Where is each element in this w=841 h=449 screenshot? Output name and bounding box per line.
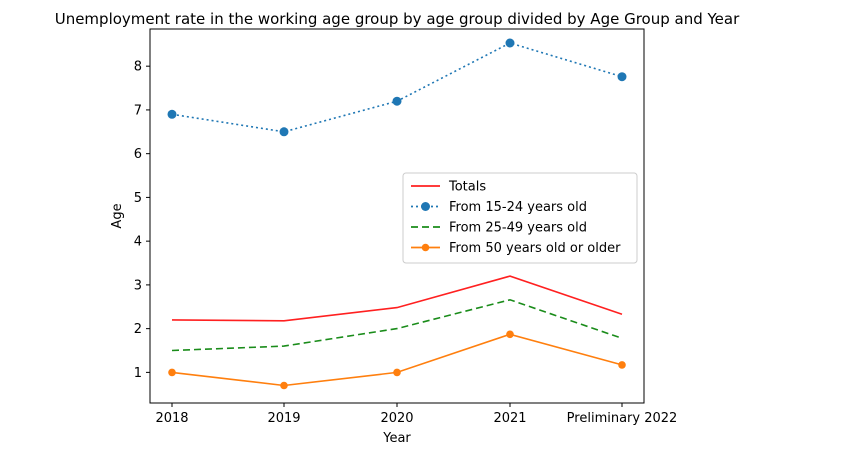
data-point (618, 361, 626, 369)
data-point (168, 368, 176, 377)
legend-item: Totals (411, 180, 486, 195)
y-tick-label: 3 (134, 278, 142, 293)
data-point (506, 330, 514, 339)
data-point (617, 72, 627, 82)
legend-label: From 15-24 years old (449, 200, 587, 215)
series-layer (167, 38, 627, 390)
series-4 (168, 330, 626, 390)
x-tick-label: 2021 (493, 411, 526, 426)
legend-label: From 50 years old or older (449, 241, 621, 256)
legend-marker (421, 243, 430, 252)
series-line (171, 275, 623, 322)
data-point (392, 96, 402, 106)
y-tick-label: 2 (134, 322, 142, 337)
x-tick-label: 2018 (155, 411, 188, 426)
legend-box (402, 172, 638, 264)
y-axis: 1 2 3 4 5 6 7 8 (134, 60, 150, 381)
legend-item: From 50 years old or older (411, 241, 621, 256)
legend-label: From 25-49 years old (449, 221, 587, 236)
series-3 (171, 298, 623, 352)
x-axis: 2018 2019 2020 2021 Preliminary 2022 (155, 403, 677, 426)
series-1 (171, 275, 623, 322)
legend-item: From 25-49 years old (411, 221, 587, 236)
data-point (280, 381, 288, 390)
legend-items: Totals From 15-24 years old From 25-49 yea… (411, 180, 621, 256)
x-axis-label: Year (382, 431, 411, 446)
y-tick-label: 6 (134, 147, 142, 162)
x-tick-label: 2020 (380, 411, 413, 426)
y-axis-label: Age (110, 203, 125, 228)
x-tick-label: Preliminary 2022 (567, 411, 678, 426)
data-point (279, 127, 289, 137)
series-line (171, 333, 623, 387)
data-point (393, 368, 401, 377)
data-point (505, 38, 515, 48)
x-tick-label: 2019 (267, 411, 300, 426)
legend-item: From 15-24 years old (411, 200, 587, 215)
series-line (171, 42, 623, 133)
y-tick-label: 7 (134, 103, 142, 118)
series-line (171, 298, 623, 352)
y-tick-label: 1 (134, 366, 142, 381)
y-tick-label: 5 (134, 191, 142, 206)
chart-title: Unemployment rate in the working age gro… (55, 10, 740, 28)
legend-label: Totals (448, 180, 486, 195)
legend: Totals From 15-24 years old From 25-49 yea… (402, 172, 638, 264)
legend-marker (421, 202, 430, 211)
data-point (167, 109, 177, 119)
y-tick-label: 8 (134, 60, 142, 75)
y-tick-label: 4 (134, 235, 142, 250)
series-2 (167, 38, 627, 137)
